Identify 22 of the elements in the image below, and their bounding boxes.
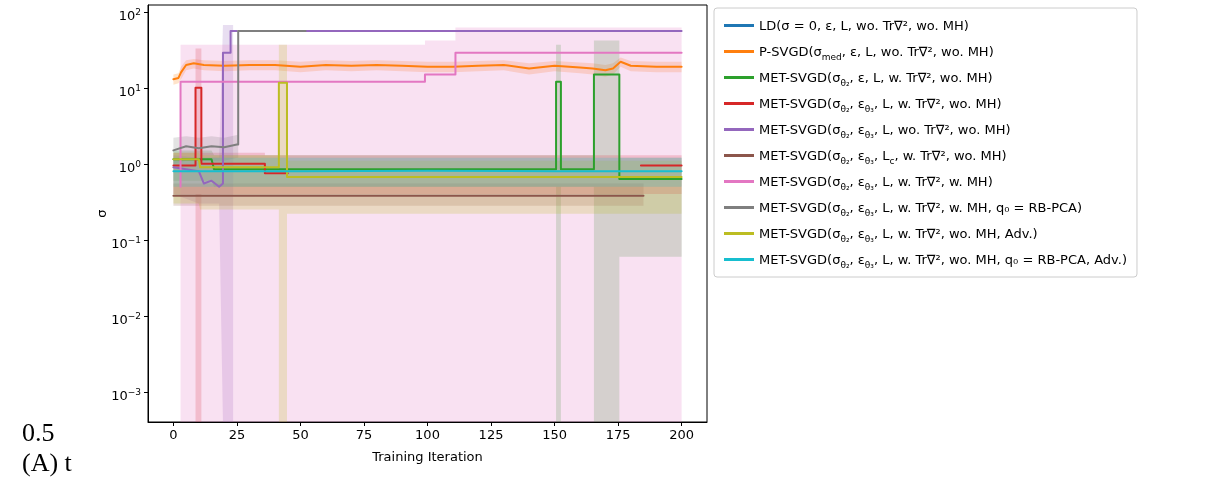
y-axis-title: σ bbox=[94, 209, 109, 218]
y-tick-label: 10$^{1}$ bbox=[118, 81, 141, 102]
x-tick-label: 50 bbox=[292, 427, 309, 442]
y-tick-label: 10$^{0}$ bbox=[118, 157, 141, 178]
y-tick-label: 10$^{−3}$ bbox=[111, 385, 141, 406]
x-tick-label: 0 bbox=[169, 427, 178, 442]
y-tick-label: 10$^{−1}$ bbox=[111, 233, 141, 254]
x-tick-label: 25 bbox=[228, 427, 246, 442]
x-axis-title: Training Iteration bbox=[371, 449, 483, 464]
y-tick-label: 10$^{2}$ bbox=[118, 5, 141, 26]
text: 0.5 bbox=[22, 418, 55, 448]
line-series bbox=[172, 29, 307, 152]
x-tick-label: 175 bbox=[605, 427, 631, 442]
x-tick-label: 125 bbox=[478, 427, 504, 442]
x-tick-label: 200 bbox=[669, 427, 694, 442]
x-tick-label: 150 bbox=[542, 427, 567, 442]
legend-label: LD(σ = 0, ε, L, wo. Tr∇², wo. MH) bbox=[759, 18, 969, 33]
x-tick-label: 75 bbox=[355, 427, 373, 442]
text: (A) t bbox=[22, 448, 72, 478]
x-tick-label: 100 bbox=[415, 427, 440, 442]
line-series bbox=[179, 51, 683, 188]
y-tick-label: 10$^{−2}$ bbox=[111, 309, 141, 330]
